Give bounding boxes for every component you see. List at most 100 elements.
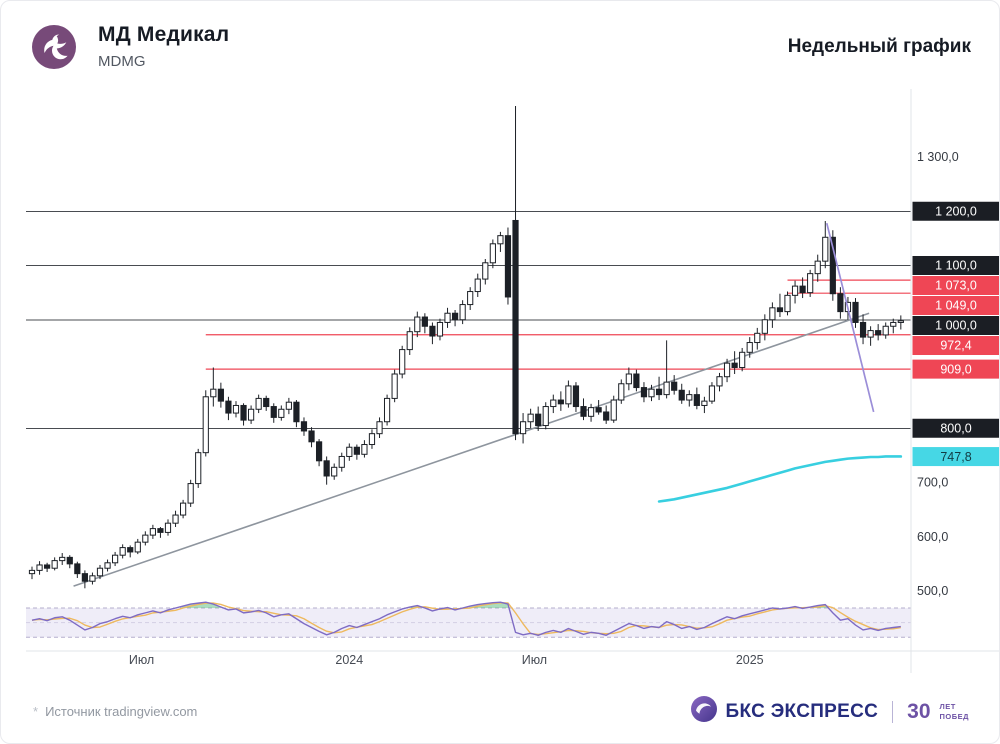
bcs-anniversary-top: ЛЕТ [939, 701, 956, 711]
candle-body [655, 388, 663, 396]
candle-body [716, 376, 723, 387]
bcs-anniversary-number: 30 [907, 699, 931, 723]
candle-body [315, 441, 323, 462]
candle-body [406, 331, 413, 351]
candle-body [746, 342, 753, 353]
candle-body [852, 301, 859, 323]
price-badge-label: 1 000,0 [935, 319, 977, 333]
candle-body [353, 446, 360, 455]
candle-body [421, 316, 428, 327]
candle-body [391, 373, 398, 399]
candle-body [180, 502, 187, 516]
candle-body [875, 330, 882, 336]
candle-body [482, 262, 489, 280]
candle-body [701, 400, 708, 406]
candle-body [96, 567, 104, 577]
price-badge-label: 747,8 [940, 450, 971, 464]
level-lines [26, 210, 911, 429]
price-badge [912, 201, 999, 221]
candle-body [467, 291, 474, 306]
candle-body [723, 362, 731, 378]
price-badge-label: 1 073,0 [935, 279, 977, 293]
candle-body [368, 433, 376, 446]
candle-body [489, 243, 496, 264]
candle-body [859, 321, 867, 338]
candle-body [81, 573, 88, 582]
candle-body [519, 421, 527, 435]
candle-body [731, 362, 738, 368]
candle-body [504, 235, 512, 298]
x-axis-label: Июл [522, 653, 547, 667]
oscillator-panel [26, 601, 911, 638]
candle-body [497, 235, 504, 245]
candle-body [232, 404, 240, 414]
candle-body [708, 385, 716, 402]
price-tick-label: 600,0 [917, 530, 948, 544]
candle-body [308, 430, 315, 443]
oscillator-main-line [31, 601, 901, 636]
candle-body [149, 528, 156, 536]
company-brand: МД Медикал MDMG [31, 23, 229, 70]
candle-body [36, 564, 43, 571]
candle-body [595, 407, 602, 413]
candle-body [542, 406, 549, 427]
candle-body [837, 293, 844, 313]
candle-body [89, 575, 96, 582]
candle-body [527, 413, 534, 423]
bcs-express-logo: БКС ЭКСПРЕСС 30 ЛЕТ ПОБЕД [690, 696, 969, 727]
candle-body [44, 564, 51, 569]
price-tick-label: 1 300,0 [917, 150, 959, 164]
candle-body [278, 408, 285, 418]
bcs-name: БКС ЭКСПРЕСС [725, 700, 879, 722]
x-axis-label: 2024 [335, 653, 363, 667]
candle-body [784, 294, 791, 313]
price-badge-label: 1 100,0 [935, 259, 977, 273]
price-tick-label: 700,0 [917, 476, 948, 490]
candle-body [383, 397, 391, 423]
candle-body [293, 401, 300, 423]
candle-body [693, 394, 700, 406]
candle-body [338, 455, 345, 468]
candle-body [686, 394, 693, 401]
candle-body [663, 381, 670, 396]
footer: * Источник tradingview.com БКС ЭКСПРЕСС 3… [33, 696, 969, 727]
candle-body [557, 399, 564, 405]
price-tick-label: 500,0 [917, 584, 948, 598]
candle-body [376, 421, 383, 435]
candle-body [867, 330, 874, 338]
price-badge [912, 256, 999, 275]
candle-body [625, 373, 632, 385]
bcs-anniversary-bottom: ПОБЕД [939, 711, 969, 721]
candle-body [119, 547, 126, 556]
candle-body [187, 483, 194, 504]
price-badge [912, 276, 999, 295]
source-note: * Источник tradingview.com [33, 704, 197, 719]
candle-body [217, 388, 224, 402]
candle-body [739, 351, 746, 368]
candle-body [202, 396, 209, 454]
candle-body [323, 460, 330, 477]
candle-body [74, 563, 81, 575]
md-medical-logo-icon [31, 24, 77, 70]
candle-body [512, 219, 519, 435]
candle-body [210, 388, 217, 398]
company-title: МД Медикал [98, 23, 230, 46]
chart-period-label: Недельный график [787, 35, 971, 57]
candle-body [459, 304, 466, 321]
candle-body [263, 397, 270, 408]
candle-body [565, 385, 572, 405]
price-badge [912, 336, 999, 355]
candle-body [444, 312, 451, 323]
candle-body [807, 273, 814, 294]
candle-body [776, 307, 784, 313]
price-badge-label: 909,0 [940, 362, 971, 376]
candle-body [671, 381, 678, 391]
candle-body [580, 406, 587, 417]
candle-body [59, 556, 66, 562]
footnote-star: * [33, 704, 39, 719]
price-badge [912, 447, 999, 467]
candle-body [164, 522, 172, 533]
time-axis-labels: Июл 2024 Июл 2025 [129, 653, 764, 667]
candle-body [361, 444, 368, 455]
